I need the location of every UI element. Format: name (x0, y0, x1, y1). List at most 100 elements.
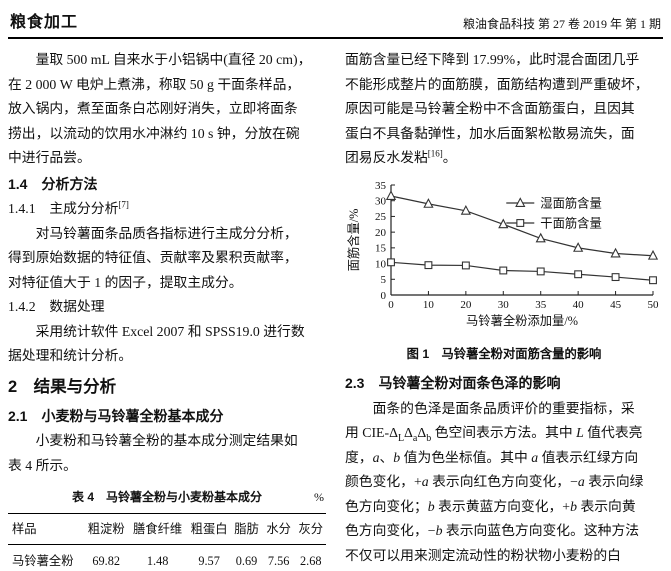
heading-1-4-1-text: 1.4.1 主成分分析 (8, 201, 119, 216)
x-tick-label: 40 (573, 299, 585, 311)
figure-1-caption: 图 1 马铃薯全粉对面筋含量的影响 (406, 347, 602, 361)
y-tick-label: 5 (381, 274, 387, 286)
table-header-cell: 样品 (8, 513, 84, 545)
text-line: 颜色变化，+a 表示向红色方向变化，−a 表示向绿 (345, 474, 644, 489)
table-header-cell: 灰分 (295, 513, 326, 545)
square-marker (516, 218, 525, 227)
heading-section-2: 2 结果与分析 (8, 377, 117, 396)
header-journal-info: 粮油食品科技 第 27 卷 2019 年 第 1 期 (462, 17, 661, 31)
table-cell: 7.56 (267, 553, 290, 568)
text-line: 放入锅内，煮至面条白芯刚好消失，立即将面条 (8, 101, 298, 116)
x-tick-label: 35 (535, 299, 547, 311)
table-row: 马铃薯全粉 69.82 1.48 9.57 0.69 7.56 2.68 (8, 545, 326, 571)
text-line: 表 4 所示。 (8, 457, 77, 473)
x-axis-label: 马铃薯全粉添加量/% (466, 313, 578, 328)
series-line (390, 194, 654, 256)
square-marker (649, 275, 657, 284)
text-line: 对特征值大于 1 的因子，提取主成分。 (8, 274, 243, 290)
heading-1-4-1: 1.4.1 主成分分析[7] (8, 197, 326, 222)
page-header: 粮食加工 粮油食品科技 第 27 卷 2019 年 第 1 期 (8, 6, 663, 39)
table-cell: 9.57 (198, 553, 220, 568)
triangle-marker (460, 204, 471, 215)
triangle-marker (535, 232, 546, 242)
y-tick-label: 15 (375, 242, 387, 254)
paragraph-pca: 对马铃薯面条品质各指标进行主成分分析， 得到原始数据的特征值、贡献率及累积贡献率，… (8, 222, 326, 296)
triangle-marker (610, 247, 621, 257)
legend-label: 干面筋含量 (540, 215, 602, 230)
table-cell: 69.82 (92, 553, 120, 568)
heading-2-3: 2.3 马铃薯全粉对面条色泽的影响 (345, 375, 561, 391)
table-4-block: 表 4 马铃薯全粉与小麦粉基本成分 % 样品 粗淀粉 膳食纤维 粗蛋白 脂肪 水分 灰分 马铃… (8, 485, 326, 571)
x-tick-label: 0 (388, 299, 394, 311)
table-4: 样品 粗淀粉 膳食纤维 粗蛋白 脂肪 水分 灰分马铃薯全粉 69.82 1.48 9.57 0.69… (8, 512, 326, 571)
paragraph-gluten-discussion: 面筋含量已经下降到 17.99%，此时混合面团几乎 不能形成整片的面筋膜，面筋结构… (345, 48, 663, 171)
square-marker (536, 266, 545, 275)
table-header-cell: 膳食纤维 (128, 513, 187, 545)
triangle-marker (573, 241, 584, 252)
y-tick-label: 30 (375, 195, 387, 207)
text-line: 面筋含量已经下降到 17.99%，此时混合面团几乎 (345, 52, 640, 67)
y-tick-label: 25 (375, 211, 387, 223)
text-line: 色方向变化，−b 表示向蓝色方向变化。这种方法 (345, 523, 640, 538)
y-tick-label: 10 (375, 258, 387, 270)
text-line: 量取 500 mL 自来水于小铝锅中(直径 20 cm)， (8, 52, 312, 67)
table-header-cell: 粗淀粉 (83, 513, 129, 545)
table-4-title-row: 表 4 马铃薯全粉与小麦粉基本成分 % (8, 485, 326, 510)
x-tick-label: 50 (648, 299, 660, 311)
y-tick-label: 35 (375, 179, 387, 191)
y-tick-label: 0 (381, 289, 387, 301)
text-line: 不仅可以用来测定流动性的粉状物小麦粉的白 (345, 547, 621, 563)
paragraph-statistics: 采用统计软件 Excel 2007 和 SPSS19.0 进行数 据处理和统计分析… (8, 320, 326, 369)
x-tick-label: 10 (423, 299, 435, 311)
table-cell: 马铃薯全粉 (12, 553, 74, 568)
text-line: 面条的色泽是面条品质评价的重要指标，采 (345, 400, 635, 416)
text-line: 在 2 000 W 电炉上煮沸，称取 50 g 干面条样品， (8, 76, 301, 92)
two-column-body: 量取 500 mL 自来水于小铝锅中(直径 20 cm)， 在 2 000 W 电… (8, 48, 663, 571)
gluten-line-chart: 0 5 10 15 20 25 30 35 0 10 20 30 35 40 45 50 湿面筋含量干面筋含量马… (346, 179, 660, 328)
heading-1-4: 1.4 分析方法 (8, 175, 98, 192)
square-marker (461, 261, 470, 269)
triangle-marker (647, 249, 659, 260)
text-line: 小麦粉和马铃薯全粉的基本成分测定结果如 (8, 433, 298, 448)
table-cell: 2.68 (300, 553, 322, 568)
table-header-cell: 粗蛋白 (186, 513, 232, 545)
y-tick-label: 20 (375, 226, 387, 238)
x-tick-label: 20 (460, 299, 472, 311)
square-marker (424, 260, 433, 269)
text-line: 色方向变化；b 表示黄蓝方向变化，+b 表示向黄 (345, 498, 636, 514)
triangle-marker (423, 197, 434, 208)
square-marker (387, 257, 395, 266)
text-line: 度，a、b 值为色坐标值。其中 a 值表示红绿方向 (345, 449, 639, 465)
text-line: 据处理和统计分析。 (8, 348, 133, 363)
figure-1-chart: 0 5 10 15 20 25 30 35 0 10 20 30 35 40 45 50 湿面筋含量干面筋含量马… (345, 177, 663, 344)
x-tick-label: 30 (498, 299, 510, 311)
text-line: 不能形成整片的面筋膜，面筋结构遭到严重破坏， (345, 76, 649, 92)
paragraph-color-space: 面条的色泽是面条品质评价的重要指标，采用 CIE-ΔLΔaΔb 色空间表示方法。… (345, 397, 663, 569)
text-line: 对马铃薯面条品质各指标进行主成分分析， (8, 225, 298, 241)
table-header-cell: 水分 (261, 513, 296, 545)
y-axis-label: 面筋含量/% (346, 208, 361, 271)
legend-label: 湿面筋含量 (540, 195, 602, 210)
triangle-marker (515, 196, 526, 207)
citation-ref-7: [7] (118, 199, 129, 210)
text-line: 原因可能是马铃薯全粉中不含面筋蛋白，且因其 (345, 101, 635, 116)
header-section-label: 粮食加工 (10, 14, 79, 31)
heading-2-1: 2.1 小麦粉与马铃薯全粉基本成分 (8, 407, 224, 424)
triangle-marker (385, 189, 397, 200)
table-cell: 1.48 (146, 553, 169, 568)
table-4-unit: % (314, 490, 324, 504)
square-marker (499, 266, 508, 274)
square-marker (611, 272, 620, 281)
text-line: 得到原始数据的特征值、贡献率及累积贡献率， (8, 250, 298, 265)
text-line: 捞出，以流动的饮用水冲淋约 10 s 钟，分放在碗 (8, 125, 300, 141)
right-column: 面筋含量已经下降到 17.99%，此时混合面团几乎 不能形成整片的面筋膜，面筋结构… (345, 48, 663, 571)
table-header-cell: 脂肪 (231, 513, 262, 545)
x-tick-label: 45 (610, 299, 622, 311)
heading-1-4-2: 1.4.2 数据处理 (8, 299, 105, 314)
square-marker (574, 269, 583, 278)
paragraph-table-intro: 小麦粉和马铃薯全粉的基本成分测定结果如表 4 所示。 (8, 429, 326, 478)
triangle-marker (498, 218, 509, 228)
text-line: 团易反水发粘[16]。 (345, 148, 457, 165)
table-cell: 0.69 (235, 553, 258, 568)
